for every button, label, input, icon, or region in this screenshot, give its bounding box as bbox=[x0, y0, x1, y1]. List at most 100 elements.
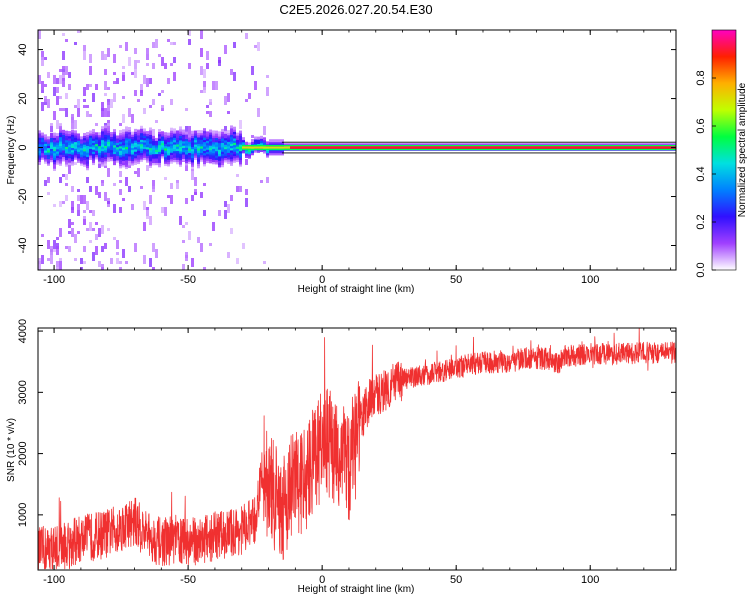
spectrogram-band-cell bbox=[488, 143, 491, 147]
spectrogram-noise-cell bbox=[71, 207, 74, 213]
spectrogram-ridge-cell bbox=[314, 146, 317, 149]
spectrogram-band-cell bbox=[113, 133, 116, 137]
spectrogram-noise-cell bbox=[38, 261, 41, 270]
spectrogram-noise-cell bbox=[149, 195, 152, 204]
spectrogram-band-cell bbox=[188, 161, 191, 165]
spectrogram-ridge-cell bbox=[572, 146, 575, 149]
spectrogram-band-cell bbox=[197, 163, 200, 167]
spectrogram-band-cell bbox=[92, 153, 95, 157]
spectrogram-noise-cell bbox=[74, 105, 77, 108]
spectrogram-band-cell bbox=[206, 131, 209, 135]
spectrogram-noise-cell bbox=[44, 57, 47, 60]
spectrogram-ridge-edge bbox=[650, 144, 653, 147]
spectrogram-band-cell bbox=[98, 145, 101, 149]
spectrogram-band-cell bbox=[212, 139, 215, 143]
spectrogram-band-cell bbox=[128, 157, 131, 161]
spectrogram-band-cell bbox=[374, 143, 377, 147]
spectrogram-band-cell bbox=[191, 141, 194, 145]
spectrogram-band-cell bbox=[83, 132, 86, 136]
spectrogram-band-cell bbox=[215, 137, 218, 141]
spectrogram-ridge-edge bbox=[500, 144, 503, 147]
spectrogram-band-cell bbox=[188, 138, 191, 142]
spectrogram-band-cell bbox=[203, 163, 206, 167]
spectrogram-band-cell bbox=[146, 135, 149, 139]
spectrogram-band-cell bbox=[62, 138, 65, 142]
spectrogram-noise-cell bbox=[125, 261, 128, 264]
spectrogram-noise-cell bbox=[113, 237, 116, 240]
spectrogram-ridge-edge bbox=[458, 148, 461, 151]
spectrogram-band-cell bbox=[119, 136, 122, 140]
spectrogram-band-cell bbox=[170, 156, 173, 160]
spectrogram-band-cell bbox=[233, 157, 236, 161]
spectrogram-band-cell bbox=[218, 131, 221, 135]
spectrogram-band-cell bbox=[203, 156, 206, 160]
spectrogram-band-cell bbox=[92, 135, 95, 139]
spectrogram-band-cell bbox=[647, 143, 650, 147]
spectrogram-band-cell bbox=[242, 141, 245, 145]
spectrogram-noise-cell bbox=[56, 120, 59, 123]
spectrogram-ridge-edge bbox=[323, 148, 326, 151]
spectrogram-band-cell bbox=[71, 160, 74, 164]
spectrogram-band-cell bbox=[248, 149, 251, 153]
spectrogram-noise-cell bbox=[83, 45, 86, 51]
spectrogram-band-cell bbox=[116, 135, 119, 139]
spectrogram-band-cell bbox=[122, 129, 125, 133]
spectrogram-ridge-edge bbox=[419, 148, 422, 151]
spectrogram-band-cell bbox=[44, 138, 47, 142]
spectrogram-noise-cell bbox=[89, 186, 92, 192]
spectrogram-ridge-cell bbox=[461, 146, 464, 149]
spectrogram-noise-cell bbox=[107, 201, 110, 204]
spectrogram-noise-cell bbox=[179, 216, 182, 225]
spectrogram-noise-cell bbox=[83, 210, 86, 213]
spectrogram-band-cell bbox=[59, 140, 62, 144]
spectrogram-ridge-edge bbox=[281, 144, 284, 147]
spectrogram-band-cell bbox=[140, 150, 143, 154]
spectrogram-ridge-cell bbox=[371, 146, 374, 149]
spectrogram-band-cell bbox=[101, 145, 104, 149]
spectrogram-noise-cell bbox=[140, 186, 143, 189]
spectrogram-band-cell bbox=[149, 151, 152, 155]
spectrogram-noise-cell bbox=[122, 114, 125, 123]
spectrogram-band-cell bbox=[74, 156, 77, 160]
spectrogram-band-cell bbox=[158, 159, 161, 163]
spectrogram-noise-cell bbox=[59, 177, 62, 183]
spectrogram-ridge-edge bbox=[503, 148, 506, 151]
colorbar-bar bbox=[711, 29, 737, 271]
spectrogram-ridge-cell bbox=[524, 146, 527, 149]
spectrogram-noise-cell bbox=[176, 180, 179, 183]
spectrogram-band-cell bbox=[83, 141, 86, 145]
spectrogram-ridge-edge bbox=[245, 144, 248, 147]
spectrogram-band-cell bbox=[215, 143, 218, 147]
spectrogram-ridge-cell bbox=[662, 146, 665, 149]
spectrogram-band-cell bbox=[92, 137, 95, 141]
spectrogram-ridge-cell bbox=[281, 146, 284, 149]
spectrogram-ridge-edge bbox=[515, 148, 518, 151]
spectrogram-noise-cell bbox=[113, 204, 116, 213]
spectrogram-band-cell bbox=[356, 143, 359, 147]
spectrogram-noise-cell bbox=[74, 162, 77, 165]
spectrogram-band-cell bbox=[233, 146, 236, 150]
spectrogram-band-cell bbox=[203, 134, 206, 138]
spectrogram-band-cell bbox=[239, 157, 242, 161]
spectrogram-band-cell bbox=[98, 152, 101, 156]
spectrogram-band-cell bbox=[365, 143, 368, 147]
spectrogram-band-cell bbox=[200, 143, 203, 147]
spectrogram-band-cell bbox=[167, 134, 170, 138]
spectrogram-noise-cell bbox=[119, 189, 122, 195]
spectrogram-band-cell bbox=[170, 132, 173, 136]
spectrogram-noise-cell bbox=[182, 225, 185, 228]
spectrogram-ridge-edge bbox=[416, 144, 419, 147]
spectrogram-band-cell bbox=[209, 133, 212, 137]
spectrogram-band-cell bbox=[101, 128, 104, 132]
spectrogram-band-cell bbox=[128, 129, 131, 133]
spectrogram-noise-cell bbox=[86, 201, 89, 210]
spectrogram-band-cell bbox=[620, 143, 623, 147]
spectrogram-band-cell bbox=[182, 144, 185, 148]
spectrogram-band-cell bbox=[152, 138, 155, 142]
spectrogram-noise-cell bbox=[239, 186, 242, 192]
spectrogram-noise-cell bbox=[149, 105, 152, 108]
spectrogram-band-cell bbox=[65, 130, 68, 134]
spectrogram-band-cell bbox=[185, 136, 188, 140]
spectrogram-ridge-edge bbox=[269, 144, 272, 147]
spectrogram-ridge-edge bbox=[242, 148, 245, 151]
